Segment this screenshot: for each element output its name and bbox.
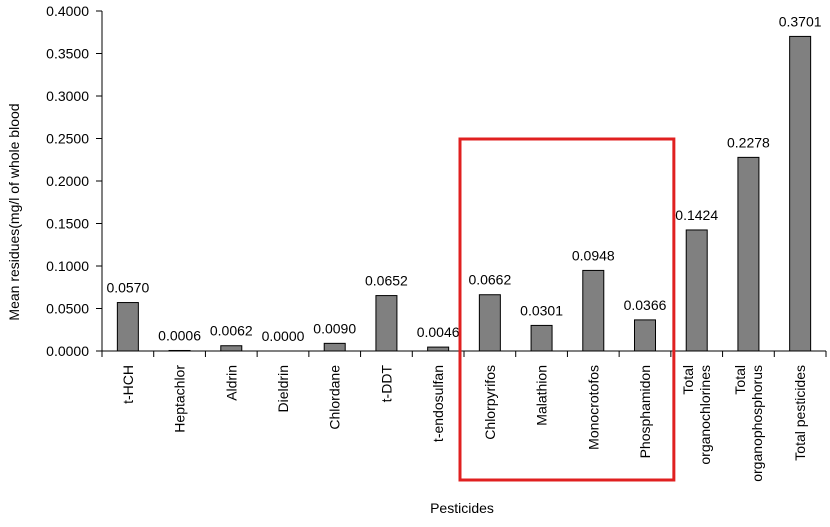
highlight-box [458,137,676,482]
y-tick-label: 0.3500 [46,46,89,62]
data-label: 0.3701 [779,13,822,29]
x-tick-label: organochlorines [697,365,713,465]
y-tick-label: 0.1500 [46,216,89,232]
x-tick-label: Heptachlor [172,365,188,433]
bar [737,156,760,352]
x-tick-label: Chlordane [327,365,343,430]
x-tick-label: Chlorpyrifos [482,365,498,440]
data-label: 0.2278 [727,134,770,150]
y-tick-label: 0.0500 [46,301,89,317]
x-tick-label: organophosphorus [749,365,765,482]
x-tick-label: Monocrotofos [585,365,601,450]
bar [478,294,501,352]
data-label: 0.0000 [262,328,305,344]
data-label: 0.1424 [675,207,718,223]
bar [375,295,398,352]
data-label: 0.0948 [572,247,615,263]
bar [168,349,191,352]
y-tick-label: 0.3000 [46,88,89,104]
y-tick-label: 0.1000 [46,258,89,274]
x-tick-label: Malathion [534,365,550,426]
bar [323,342,346,352]
bar [530,324,553,352]
data-label: 0.0090 [313,320,356,336]
x-tick-label: Dieldrin [275,365,291,412]
bar [427,346,450,352]
x-tick-label: Total [680,365,696,395]
data-label: 0.0046 [417,324,460,340]
bar [685,229,708,352]
x-tick-label: Phosphamidon [637,365,653,458]
data-label: 0.0366 [624,297,667,313]
data-label: 0.0662 [468,272,511,288]
x-tick-label: t-DDT [378,365,394,403]
data-label: 0.0062 [210,323,253,339]
x-tick-label: Total [732,365,748,395]
data-label: 0.0652 [365,273,408,289]
bar [789,35,812,352]
bar [116,302,139,352]
data-label: 0.0006 [158,327,201,343]
data-label: 0.0570 [106,280,149,296]
bars [116,35,812,352]
y-axis: 0.0000 0.0500 0.1000 0.1500 0.2000 0.2500 0.30… [46,3,103,359]
data-labels: 0.0570 0.0006 0.0062 0.0000 0.0090 0.0652 0.00… [106,13,821,344]
x-axis [101,350,827,357]
bar [634,319,656,352]
y-axis-title: Mean residues(mg/l of whole blood [6,103,22,320]
x-axis-title: Pesticides [430,500,494,516]
x-tick-labels: t-HCH Heptachlor Aldrin Dieldrin Chlordane t-… [120,365,808,482]
x-tick-label: t-endosulfan [430,365,446,442]
y-tick-label: 0.0000 [46,343,89,359]
x-tick-label: Total pesticides [792,365,808,461]
highlight-group [458,137,676,482]
bar [582,269,605,352]
y-tick-label: 0.4000 [46,3,89,19]
bar [220,345,243,352]
x-tick-label: t-HCH [120,365,136,404]
data-label: 0.0301 [520,302,563,318]
x-tick-label: Aldrin [223,365,239,401]
y-tick-label: 0.2500 [46,131,89,147]
y-tick-label: 0.2000 [46,173,89,189]
